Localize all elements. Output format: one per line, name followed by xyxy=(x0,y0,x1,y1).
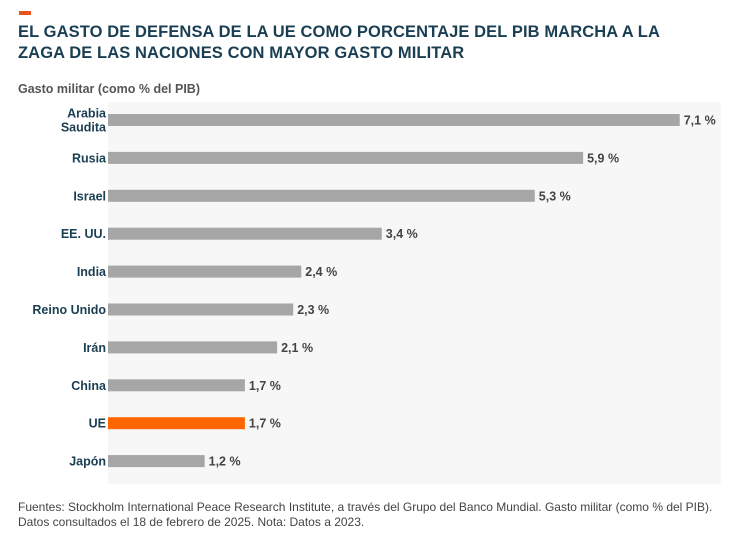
axis-label: Gasto militar (como % del PIB) xyxy=(18,82,200,96)
source-note: Fuentes: Stockholm International Peace R… xyxy=(18,500,723,530)
category-label: Arabia Saudita xyxy=(61,107,107,135)
bar xyxy=(108,151,584,164)
bar xyxy=(108,265,302,278)
bar-highlight xyxy=(108,417,245,430)
bar-row: China 1,7 % xyxy=(71,379,281,393)
source-line-2: Datos consultados el 18 de febrero de 20… xyxy=(18,515,365,529)
bar-row: Japón 1,2 % xyxy=(69,455,240,469)
bar-row: Reino Unido 2,3 % xyxy=(32,303,329,317)
bar-row: India 2,4 % xyxy=(77,265,337,279)
value-label: 5,9 % xyxy=(587,151,619,165)
bar-row: Israel 5,3 % xyxy=(73,189,570,203)
value-label: 1,7 % xyxy=(249,379,281,393)
bar-chart: Arabia Saudita 7,1 % Rusia 5,9 % Israel 5,3 % E… xyxy=(32,102,721,484)
category-label: China xyxy=(71,379,107,393)
value-label: 2,4 % xyxy=(305,265,337,279)
value-label: 2,1 % xyxy=(281,341,313,355)
bar-row: Rusia 5,9 % xyxy=(72,151,619,165)
value-label: 5,3 % xyxy=(539,189,571,203)
value-label: 2,3 % xyxy=(297,303,329,317)
bar-row: Irán 2,1 % xyxy=(83,341,313,355)
bar xyxy=(108,114,680,126)
category-label: Irán xyxy=(83,341,106,355)
category-label: UE xyxy=(89,417,106,431)
bar-row: UE 1,7 % xyxy=(89,417,281,431)
value-label: 1,2 % xyxy=(209,455,241,469)
category-label: Japón xyxy=(69,455,106,469)
bar-row: EE. UU. 3,4 % xyxy=(61,227,418,241)
source-line-1: Fuentes: Stockholm International Peace R… xyxy=(18,500,713,514)
bar xyxy=(108,227,382,240)
bar-row: Arabia Saudita 7,1 % xyxy=(61,107,716,135)
bars: Arabia Saudita 7,1 % Rusia 5,9 % Israel 5,3 % E… xyxy=(32,107,715,469)
category-label: Israel xyxy=(73,189,106,203)
bar xyxy=(108,455,205,468)
bar xyxy=(108,303,294,316)
bar xyxy=(108,379,245,392)
accent-mark xyxy=(19,11,31,15)
value-label: 7,1 % xyxy=(684,114,716,128)
bar xyxy=(108,341,278,354)
category-label: Rusia xyxy=(72,151,107,165)
category-label: India xyxy=(77,265,107,279)
bar xyxy=(108,189,535,202)
value-label: 1,7 % xyxy=(249,417,281,431)
category-label: EE. UU. xyxy=(61,227,106,241)
category-label: Reino Unido xyxy=(32,303,106,317)
value-label: 3,4 % xyxy=(386,227,418,241)
chart-title: EL GASTO DE DEFENSA DE LA UE COMO PORCEN… xyxy=(18,23,660,62)
